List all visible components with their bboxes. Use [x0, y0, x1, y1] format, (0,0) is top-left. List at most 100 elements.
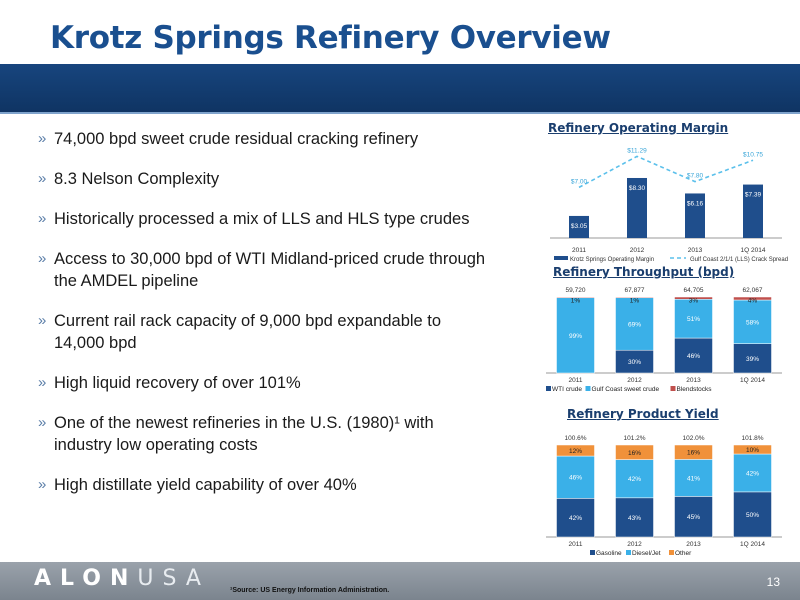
crack-spread-label: $7.00 [571, 178, 588, 185]
x-tick-label: 2012 [630, 247, 645, 254]
stacked-bar-segment [733, 453, 772, 493]
margin-chart-title: Refinery Operating Margin [548, 121, 729, 135]
legend-label: WTI crude [552, 386, 582, 393]
x-tick-label: 2012 [627, 377, 642, 384]
stacked-bar-segment [556, 296, 595, 299]
segment-label: 42% [569, 515, 582, 522]
legend-swatch [670, 386, 676, 391]
stacked-bar-segment [615, 459, 654, 499]
bullet-marker: » [38, 210, 47, 227]
segment-label: 99% [569, 333, 582, 340]
bullet-marker: » [38, 130, 47, 147]
x-tick-label: 2013 [686, 541, 701, 548]
bullet-marker: » [38, 250, 47, 267]
margin-bar-label: $7.39 [745, 192, 762, 199]
bullet-text: High distillate yield capability of over… [54, 476, 357, 494]
bullet-item: » Access to 30,000 bpd of WTI Midland-pri… [38, 248, 488, 292]
stacked-bar-segment [556, 444, 595, 457]
bullet-marker: » [38, 170, 47, 187]
segment-label: 42% [628, 476, 641, 483]
segment-label: 16% [628, 450, 641, 457]
stacked-bar-segment [556, 297, 595, 374]
bullet-marker: » [38, 374, 47, 391]
throughput-chart-title: Refinery Throughput (bpd) [553, 265, 735, 279]
bullet-text: Historically processed a mix of LLS and … [54, 210, 470, 228]
segment-label: 30% [628, 359, 641, 366]
segment-label: 1% [571, 298, 581, 305]
bullet-text: Access to 30,000 bpd of WTI Midland-pric… [54, 250, 486, 290]
margin-bar [743, 184, 763, 238]
x-tick-label: 2012 [627, 541, 642, 548]
legend-label: Diesel/Jet [632, 550, 661, 557]
total-label: 64,705 [684, 287, 704, 294]
legend-swatch [546, 386, 551, 391]
crack-spread-label: $10.75 [743, 151, 763, 158]
bullet-text: 74,000 bpd sweet crude residual cracking… [54, 130, 419, 148]
stacked-bar-segment [556, 455, 595, 499]
crack-spread-label: $7.80 [687, 173, 704, 180]
segment-label: 69% [628, 321, 641, 328]
total-label: 67,877 [625, 287, 645, 294]
yield-chart: 42% 46% 12% 100.6% 2011 43% 42% 16% 101.2% 2012 45… [546, 435, 782, 557]
total-label: 59,720 [566, 287, 586, 294]
segment-label: 4% [748, 298, 758, 305]
stacked-bar-segment [615, 444, 654, 460]
legend-swatch [590, 550, 595, 555]
bullet-item: » One of the newest refineries in the U.S… [38, 412, 488, 456]
bullet-item: » Historically processed a mix of LLS and… [38, 208, 488, 230]
legend-label: Blendstocks [677, 386, 713, 393]
segment-label: 50% [746, 512, 759, 519]
segment-label: 46% [687, 353, 700, 360]
stacked-bar-segment [674, 299, 713, 339]
segment-label: 10% [746, 447, 759, 454]
legend-swatch [585, 386, 591, 391]
margin-bar-label: $3.05 [571, 223, 588, 230]
page-number: 13 [766, 575, 780, 589]
total-label: 102.0% [682, 435, 704, 442]
legend-swatch-margin [554, 256, 568, 260]
stacked-bar-segment [733, 444, 772, 455]
segment-label: 42% [746, 470, 759, 477]
crack-spread-line [578, 155, 754, 189]
logo-bold: ALON [34, 566, 138, 591]
legend-label: Gulf Coast sweet crude [592, 386, 660, 393]
x-tick-label: 2013 [688, 247, 703, 254]
bullet-marker: » [38, 476, 47, 493]
segment-label: 16% [687, 450, 700, 457]
throughput-chart: 99% 1% 59,720 2011 30% 69% 1% 67,877 2012 46% 51% 3… [546, 287, 782, 393]
crack-spread-label: $11.29 [627, 147, 647, 154]
x-tick-label: 2011 [569, 541, 583, 548]
bullet-item: » Current rail rack capacity of 9,000 bpd… [38, 310, 488, 354]
legend-swatch [626, 550, 631, 555]
segment-label: 3% [689, 298, 699, 305]
margin-bar-label: $8.30 [629, 185, 646, 192]
source-note: ¹Source: US Energy Information Administr… [230, 587, 390, 594]
total-label: 101.2% [623, 435, 645, 442]
segment-label: 45% [687, 514, 700, 521]
bullet-text: High liquid recovery of over 101% [54, 374, 301, 392]
segment-label: 41% [687, 475, 700, 482]
stacked-bar-segment [733, 299, 772, 344]
stacked-bar-segment [733, 296, 772, 301]
x-tick-label: 1Q 2014 [740, 377, 765, 384]
margin-bar [685, 193, 705, 238]
margin-chart: $3.05 2011 $8.30 2012 $6.16 2013 $7.39 1Q 2014 $… [550, 147, 788, 263]
segment-label: 1% [630, 298, 640, 305]
stacked-bar-segment [674, 337, 713, 374]
stacked-bar-segment [674, 459, 713, 497]
x-tick-label: 2013 [686, 377, 701, 384]
yield-chart-title: Refinery Product Yield [567, 407, 719, 421]
margin-bar [569, 215, 589, 238]
stacked-bar-segment [733, 343, 772, 374]
segment-label: 51% [687, 316, 700, 323]
total-label: 100.6% [564, 435, 586, 442]
logo-light: USA [137, 566, 210, 591]
bullet-item: » High distillate yield capability of ove… [38, 474, 488, 496]
segment-label: 43% [628, 515, 641, 522]
stacked-bar-segment [615, 297, 654, 351]
bullet-item: » High liquid recovery of over 101% [38, 372, 488, 394]
x-tick-label: 2011 [569, 377, 583, 384]
total-label: 101.8% [741, 435, 763, 442]
legend-label-margin: Krotz Springs Operating Margin [570, 257, 654, 263]
stacked-bar-segment [556, 498, 595, 538]
